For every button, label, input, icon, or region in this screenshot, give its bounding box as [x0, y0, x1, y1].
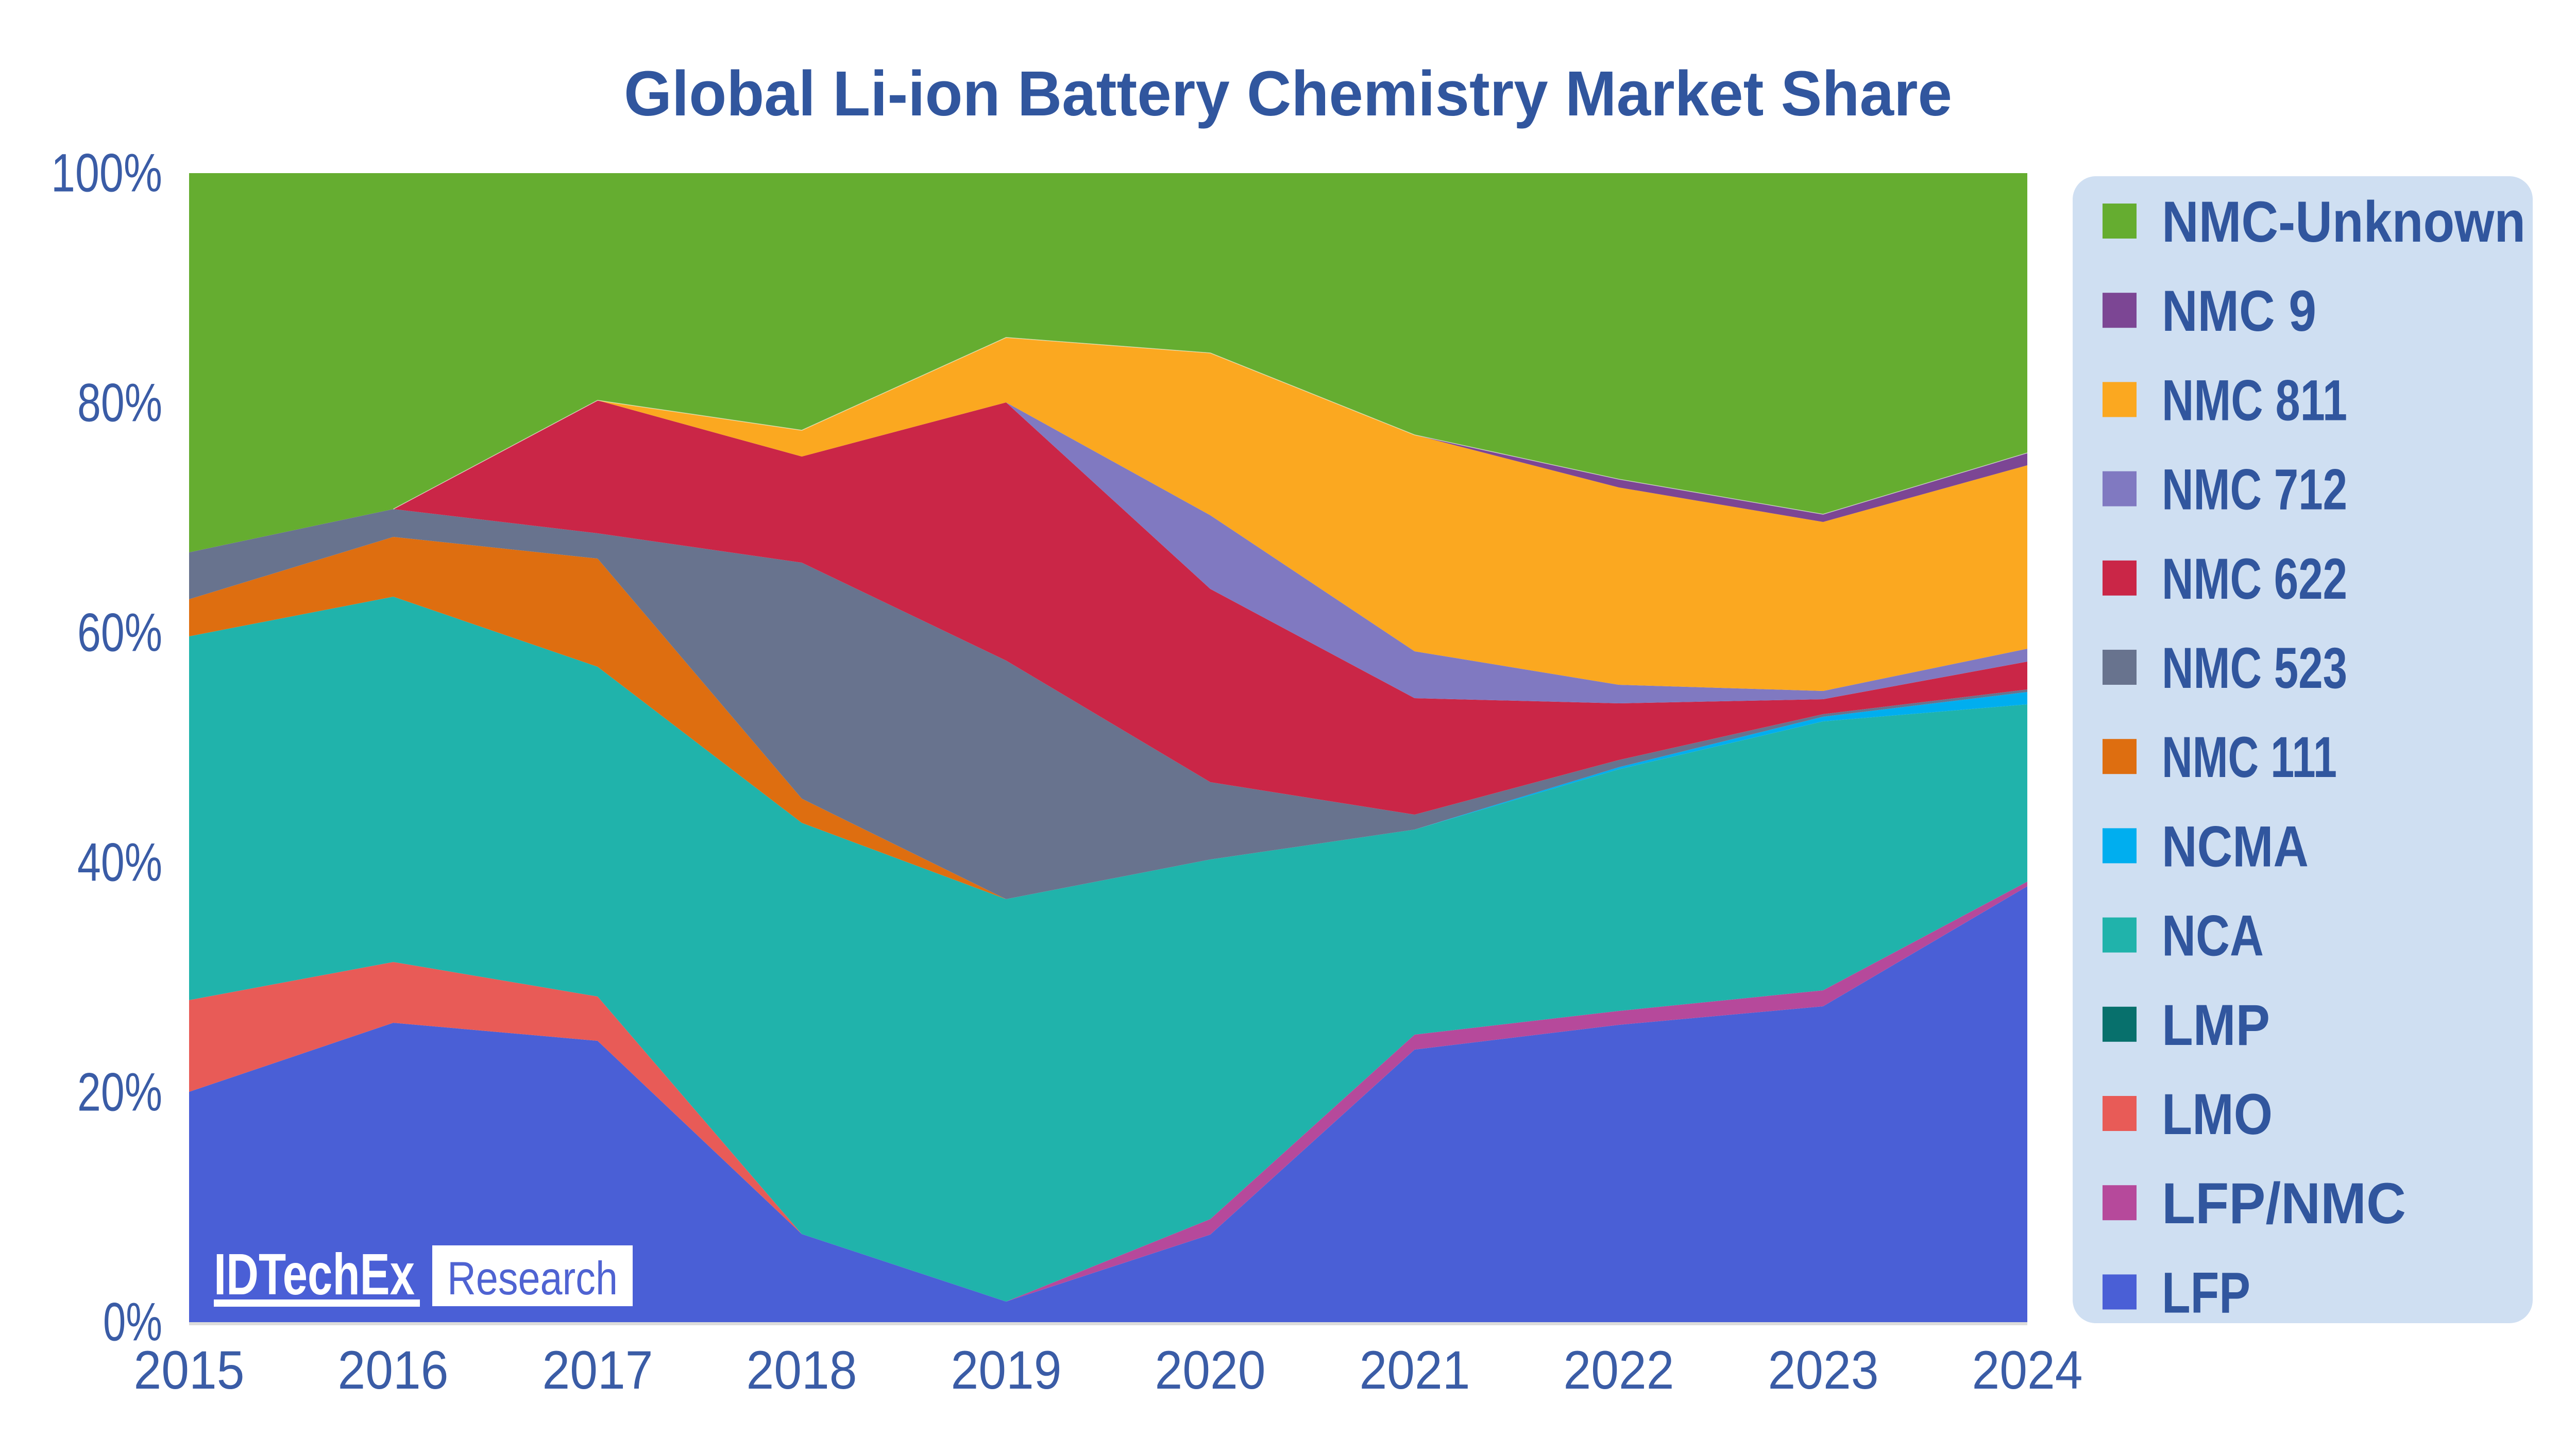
svg-text:IDTechEx: IDTechEx	[214, 1242, 415, 1307]
svg-text:NMC 712: NMC 712	[2162, 458, 2347, 522]
svg-text:100%: 100%	[51, 143, 162, 204]
svg-text:LFP/NMC: LFP/NMC	[2162, 1171, 2406, 1236]
svg-text:2016: 2016	[338, 1340, 449, 1400]
svg-text:2020: 2020	[1155, 1340, 1266, 1400]
svg-text:NMC-Unknown: NMC-Unknown	[2162, 190, 2526, 254]
svg-text:20%: 20%	[77, 1062, 162, 1123]
svg-text:NMC 9: NMC 9	[2162, 279, 2316, 343]
svg-text:NMC 622: NMC 622	[2162, 547, 2347, 611]
svg-text:2015: 2015	[134, 1340, 245, 1400]
svg-text:2018: 2018	[747, 1340, 857, 1400]
svg-text:NCMA: NCMA	[2162, 814, 2309, 879]
svg-text:LMP: LMP	[2162, 993, 2270, 1057]
svg-text:40%: 40%	[77, 833, 162, 893]
svg-text:0%: 0%	[103, 1292, 162, 1353]
svg-text:NMC 523: NMC 523	[2162, 636, 2347, 700]
svg-text:2023: 2023	[1768, 1340, 1879, 1400]
svg-text:60%: 60%	[77, 603, 162, 663]
svg-text:2019: 2019	[951, 1340, 1062, 1400]
svg-text:2022: 2022	[1564, 1340, 1674, 1400]
svg-text:NMC 811: NMC 811	[2162, 368, 2347, 432]
svg-text:LMO: LMO	[2162, 1082, 2273, 1146]
svg-text:NMC 111: NMC 111	[2162, 725, 2337, 789]
svg-text:NCA: NCA	[2162, 904, 2264, 968]
svg-text:Research: Research	[447, 1253, 618, 1305]
svg-text:2024: 2024	[1972, 1340, 2083, 1400]
svg-text:2017: 2017	[543, 1340, 653, 1400]
svg-text:LFP: LFP	[2162, 1260, 2250, 1325]
svg-text:2021: 2021	[1360, 1340, 1470, 1400]
svg-text:80%: 80%	[77, 373, 162, 433]
svg-text:Global Li-ion Battery Chemistr: Global Li-ion Battery Chemistry Market S…	[624, 59, 1952, 129]
